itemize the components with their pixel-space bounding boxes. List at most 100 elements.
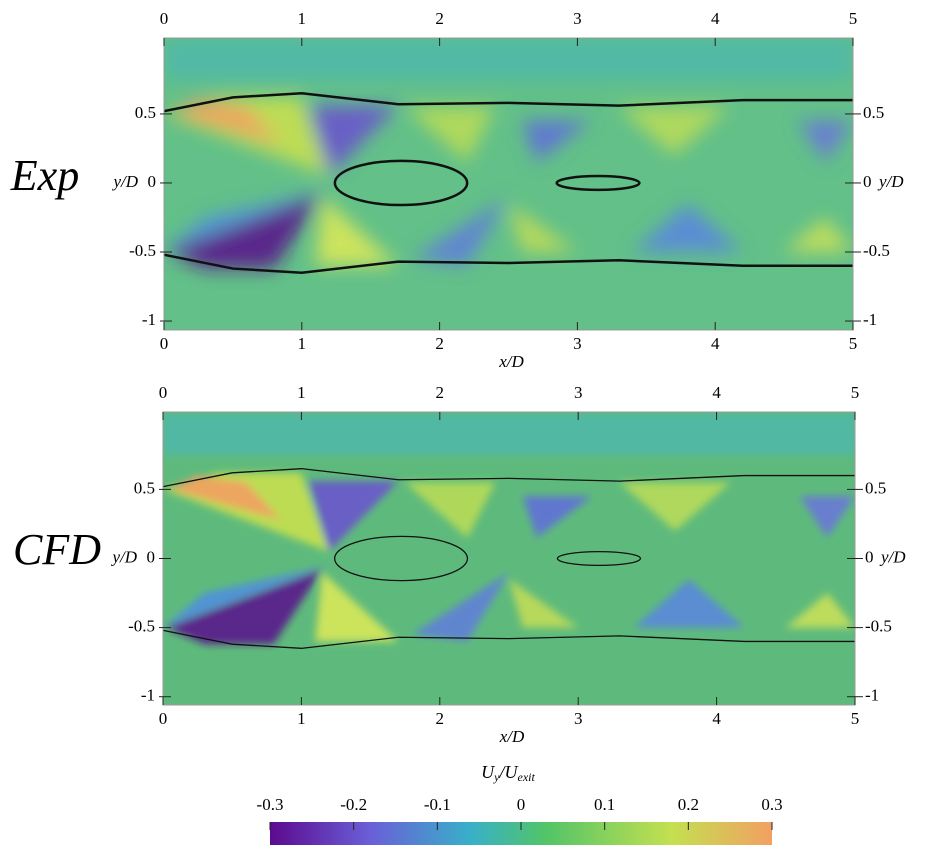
colorbar-title-part: U bbox=[481, 762, 495, 782]
field-patch bbox=[308, 105, 399, 177]
x-tick-label: 4 bbox=[711, 9, 720, 28]
colorbar-title-part: y bbox=[493, 770, 500, 784]
colorbar bbox=[270, 822, 772, 845]
x-tick-label: 0 bbox=[159, 383, 168, 402]
field-patch bbox=[784, 217, 853, 252]
jet-boundary bbox=[163, 629, 855, 649]
plot-frame bbox=[163, 37, 854, 331]
x-tick-label: 0 bbox=[159, 709, 168, 728]
x-tick-label: 3 bbox=[573, 334, 582, 353]
field-patches bbox=[163, 413, 855, 645]
x-tick-label: 3 bbox=[574, 709, 583, 728]
x-tick-label: 1 bbox=[297, 383, 306, 402]
sonic-region bbox=[556, 550, 642, 567]
x-tick-label: 2 bbox=[435, 9, 444, 28]
field-patch bbox=[165, 569, 323, 645]
y-axis-label: y/D bbox=[110, 547, 137, 566]
y-tick-label: 0 bbox=[147, 547, 156, 566]
y-tick-label: -0.5 bbox=[129, 241, 156, 260]
colorbar-tick-label: 0.2 bbox=[678, 795, 699, 814]
y-tick-label: 0.5 bbox=[865, 478, 886, 497]
x-tick-label: 2 bbox=[436, 383, 445, 402]
x-tick-label: 5 bbox=[849, 9, 858, 28]
y-tick-label: 0 bbox=[148, 172, 157, 191]
x-axis-label: x/D bbox=[498, 352, 524, 371]
y-tick-label: -0.5 bbox=[128, 617, 155, 636]
x-tick-label: 1 bbox=[297, 709, 306, 728]
panel-label: Exp bbox=[10, 151, 79, 200]
jet-boundary bbox=[164, 253, 853, 274]
colorbar-title-part: exit bbox=[518, 770, 536, 784]
field-patch bbox=[508, 203, 578, 252]
field-patch bbox=[632, 203, 743, 252]
sonic-region bbox=[555, 174, 641, 192]
x-tick-label: 4 bbox=[711, 334, 720, 353]
field-patch bbox=[785, 593, 855, 628]
field-patch bbox=[315, 196, 399, 266]
field-patch bbox=[522, 496, 593, 538]
field-patch bbox=[163, 413, 855, 455]
field-patch bbox=[169, 475, 281, 520]
field-patch bbox=[164, 38, 853, 80]
y-tick-label: 0 bbox=[863, 172, 872, 191]
y-tick-label: -0.5 bbox=[865, 617, 892, 636]
field-patch bbox=[164, 189, 330, 252]
y-axis-label: y/D bbox=[879, 547, 906, 566]
colorbar-title-part: /U bbox=[499, 762, 519, 782]
field-patch bbox=[618, 107, 729, 156]
x-axis-label: x/D bbox=[499, 727, 525, 746]
y-tick-label: 0.5 bbox=[135, 103, 156, 122]
field bbox=[163, 412, 855, 705]
field-patch bbox=[412, 572, 509, 642]
field-background bbox=[163, 412, 855, 705]
y-tick-label: 0 bbox=[865, 547, 874, 566]
x-tick-label: 5 bbox=[851, 383, 860, 402]
field-patch bbox=[619, 482, 731, 531]
field bbox=[164, 38, 853, 330]
x-tick-label: 4 bbox=[712, 383, 721, 402]
y-tick-label: 0.5 bbox=[863, 103, 884, 122]
field-patch bbox=[799, 496, 855, 538]
field-patch bbox=[633, 579, 745, 628]
field-patch bbox=[166, 194, 323, 269]
y-tick-label: -1 bbox=[141, 686, 155, 705]
x-tick-label: 2 bbox=[435, 334, 444, 353]
field-background bbox=[164, 38, 853, 330]
y-tick-label: -1 bbox=[865, 686, 879, 705]
field-patch bbox=[509, 579, 579, 628]
colorbar-tick-label: 0.3 bbox=[761, 795, 782, 814]
colorbar-tick-label: -0.2 bbox=[340, 795, 367, 814]
x-tick-label: 0 bbox=[160, 334, 169, 353]
colorbar-tick-label: 0.1 bbox=[594, 795, 615, 814]
x-tick-label: 3 bbox=[573, 9, 582, 28]
field-patches bbox=[164, 38, 853, 269]
x-tick-label: 1 bbox=[298, 9, 307, 28]
x-tick-label: 3 bbox=[574, 383, 583, 402]
field-patch bbox=[412, 196, 509, 266]
sonic-region bbox=[333, 159, 469, 207]
colorbar-tick-label: -0.3 bbox=[257, 795, 284, 814]
x-tick-label: 5 bbox=[849, 334, 858, 353]
field-patch bbox=[797, 120, 853, 163]
field-patch bbox=[405, 482, 496, 538]
colorbar-tick-label: -0.1 bbox=[424, 795, 451, 814]
y-tick-label: -1 bbox=[863, 310, 877, 329]
jet-boundary bbox=[164, 91, 853, 113]
field-patch bbox=[163, 565, 330, 628]
x-tick-label: 5 bbox=[851, 709, 860, 728]
field-patch bbox=[405, 107, 495, 163]
colorbar-tick-label: 0 bbox=[517, 795, 526, 814]
y-tick-label: -1 bbox=[142, 310, 156, 329]
field-patch bbox=[315, 572, 399, 642]
x-tick-label: 4 bbox=[712, 709, 721, 728]
x-tick-label: 0 bbox=[160, 9, 169, 28]
x-tick-label: 2 bbox=[436, 709, 445, 728]
y-tick-label: 0.5 bbox=[134, 478, 155, 497]
field-patch bbox=[308, 481, 399, 552]
sonic-region bbox=[333, 535, 469, 582]
jet-boundary bbox=[163, 468, 855, 488]
field-patch bbox=[170, 100, 282, 145]
colorbar-title: Uy/Uexit bbox=[481, 762, 535, 784]
x-tick-label: 1 bbox=[298, 334, 307, 353]
